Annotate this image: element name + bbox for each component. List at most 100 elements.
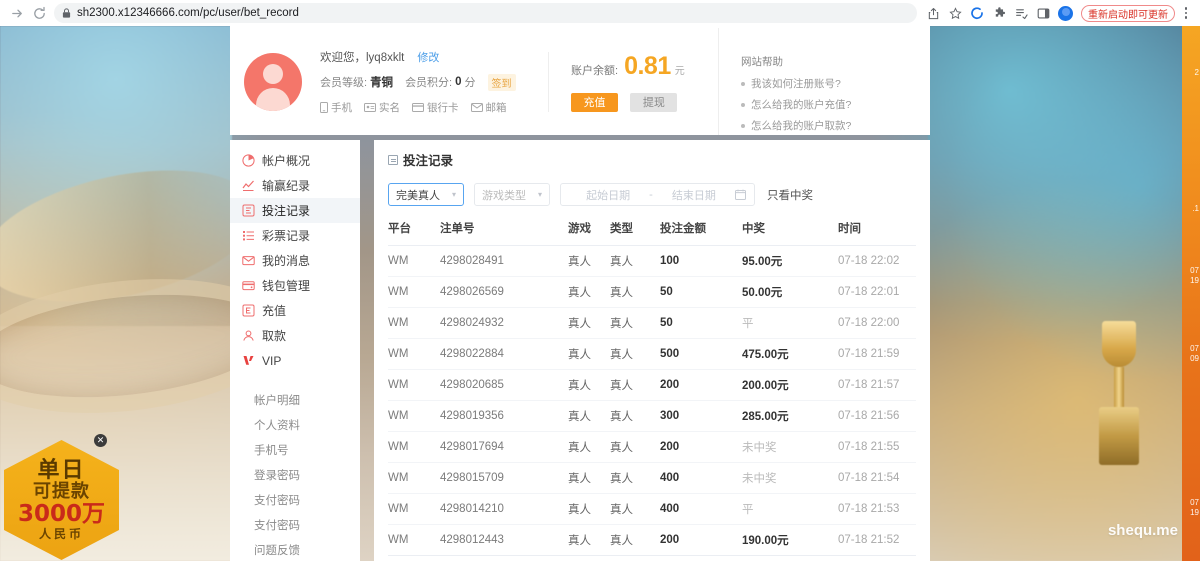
forward-arrow-icon[interactable] bbox=[6, 2, 28, 24]
td-win: 未中奖 bbox=[742, 431, 838, 463]
envelope-icon bbox=[242, 254, 259, 267]
help-block: 网站帮助 我该如何注册账号? 怎么给我的账户充值? 怎么给我的账户取款? bbox=[718, 28, 912, 135]
signin-button[interactable]: 签到 bbox=[487, 73, 516, 91]
td-platform: WM bbox=[388, 338, 440, 370]
panel-title-icon bbox=[388, 154, 398, 165]
help-item-0[interactable]: 我该如何注册账号? bbox=[741, 76, 912, 91]
verify-realname[interactable]: 实名 bbox=[364, 100, 400, 115]
sidebar-sub-item-pay-password-2[interactable]: 支付密码 bbox=[254, 519, 300, 532]
sidebar-sub-item-phone-number[interactable]: 手机号 bbox=[254, 444, 289, 457]
withdraw-button[interactable]: 提现 bbox=[630, 92, 678, 112]
sidebar-sub-item-account-detail[interactable]: 帐户明细 bbox=[254, 394, 300, 407]
restart-to-update-button[interactable]: 重新启动即可更新 bbox=[1081, 4, 1175, 22]
start-date-input[interactable]: 起始日期 bbox=[586, 189, 631, 202]
trend-chart-icon bbox=[242, 179, 259, 192]
points-value: 0 bbox=[455, 76, 462, 88]
avatar[interactable] bbox=[244, 52, 302, 111]
sidebar-item-deposit[interactable]: 充值 bbox=[230, 298, 360, 323]
list-icon bbox=[242, 229, 259, 242]
reading-list-icon[interactable] bbox=[1011, 3, 1031, 23]
profile-card: 欢迎您，lyq8xklt 修改 会员等级: 青铜 会员积分: 0 分 签到 手机 bbox=[230, 28, 930, 135]
wallet-icon bbox=[242, 279, 259, 292]
td-win: 285.00元 bbox=[742, 400, 838, 432]
td-win: 200.00元 bbox=[742, 369, 838, 401]
profile-avatar-icon[interactable] bbox=[1058, 5, 1073, 21]
sidebar-item-label: VIP bbox=[262, 353, 282, 368]
side-panel-icon[interactable] bbox=[1033, 3, 1053, 23]
help-item-2[interactable]: 怎么给我的账户取款? bbox=[741, 118, 912, 133]
platform-select[interactable]: 完美真人 ▾ bbox=[388, 183, 464, 206]
table-row: WM 4298017694 真人 真人 200 未中奖 07-18 21:55 bbox=[388, 431, 916, 463]
chevron-down-icon: ▾ bbox=[451, 190, 456, 199]
td-game: 真人 bbox=[568, 400, 610, 432]
edit-profile-link[interactable]: 修改 bbox=[417, 51, 440, 64]
sidebar-item-withdraw[interactable]: 取款 bbox=[230, 323, 360, 348]
game-type-select[interactable]: 游戏类型 ▾ bbox=[474, 183, 550, 206]
promo-line-4: 人民币 bbox=[38, 527, 84, 541]
td-win: 平 bbox=[742, 307, 838, 339]
strip-label-1: .1 bbox=[1192, 204, 1199, 213]
td-bet-id: 4298012443 bbox=[440, 524, 568, 556]
help-item-2-label: 怎么给我的账户取款? bbox=[751, 120, 852, 132]
sidebar-item-wallet-management[interactable]: 钱包管理 bbox=[230, 273, 360, 298]
sidebar-item-vip[interactable]: VIP bbox=[230, 348, 360, 373]
star-icon[interactable] bbox=[945, 3, 965, 23]
sidebar-item-my-messages[interactable]: 我的消息 bbox=[230, 248, 360, 273]
sidebar-sub-item-feedback[interactable]: 问题反馈 bbox=[254, 544, 300, 557]
sidebar-item-label: 钱包管理 bbox=[262, 279, 311, 293]
url-text: sh2300.x12346666.com/pc/user/bet_record bbox=[77, 7, 299, 19]
td-win: 475.00元 bbox=[742, 338, 838, 370]
help-title: 网站帮助 bbox=[741, 56, 783, 68]
verification-row: 手机 实名 银行卡 邮 bbox=[320, 100, 530, 115]
promo-hexagon[interactable]: 单日 可提款 3000万 人民币 bbox=[4, 440, 119, 560]
bullet-icon bbox=[741, 123, 745, 128]
sidebar-item-account-overview[interactable]: 帐户概况 bbox=[230, 148, 360, 173]
td-bet-id: 4298014210 bbox=[440, 493, 568, 525]
end-date-input[interactable]: 结束日期 bbox=[671, 189, 716, 202]
help-item-1[interactable]: 怎么给我的账户充值? bbox=[741, 97, 912, 112]
date-range-picker[interactable]: 起始日期 - 结束日期 bbox=[560, 183, 755, 206]
promo-close-icon[interactable]: ✕ bbox=[94, 434, 107, 447]
td-type: 真人 bbox=[610, 462, 660, 494]
puzzle-icon[interactable] bbox=[989, 3, 1009, 23]
td-win: 平 bbox=[742, 493, 838, 525]
th-platform: 平台 bbox=[388, 216, 440, 246]
td-type: 真人 bbox=[610, 307, 660, 339]
sidebar-sub-item-pay-password-1[interactable]: 支付密码 bbox=[254, 494, 300, 507]
deposit-button[interactable]: 充值 bbox=[571, 92, 618, 112]
id-card-icon bbox=[364, 102, 376, 112]
td-bet-id: 4298024932 bbox=[440, 307, 568, 339]
sync-icon[interactable] bbox=[967, 3, 987, 23]
level-label: 会员等级: bbox=[320, 77, 368, 89]
td-platform: WM bbox=[388, 369, 440, 401]
bullet-icon bbox=[741, 81, 745, 86]
table-row: WM 4298019356 真人 真人 300 285.00元 07-18 21:56 bbox=[388, 400, 916, 432]
balance-block: 账户余额: 0.81 元 充值 提现 bbox=[548, 51, 718, 112]
td-time: 07-18 21:57 bbox=[838, 369, 916, 401]
verify-bankcard[interactable]: 银行卡 bbox=[412, 100, 459, 115]
table-row: WM 4298026569 真人 真人 50 50.00元 07-18 22:01 bbox=[388, 276, 916, 308]
sidebar-item-bet-record[interactable]: 投注记录 bbox=[230, 198, 360, 223]
sidebar-item-win-loss-record[interactable]: 输赢纪录 bbox=[230, 173, 360, 198]
td-bet-id: 4298020685 bbox=[440, 369, 568, 401]
bet-record-table: 平台 注单号 游戏 类型 投注金额 中奖 时间 WM 4298028491 真人 真人… bbox=[388, 216, 916, 556]
reload-icon[interactable] bbox=[28, 2, 50, 24]
kebab-menu-icon[interactable] bbox=[1178, 3, 1194, 23]
share-icon[interactable] bbox=[923, 3, 943, 23]
sidebar-item-lottery-record[interactable]: 彩票记录 bbox=[230, 223, 360, 248]
promo-banner[interactable]: ✕ 单日 可提款 3000万 人民币 bbox=[4, 434, 119, 560]
verify-phone[interactable]: 手机 bbox=[320, 100, 352, 115]
sidebar-sub-item-login-password[interactable]: 登录密码 bbox=[254, 469, 300, 482]
address-bar[interactable]: sh2300.x12346666.com/pc/user/bet_record bbox=[54, 3, 917, 23]
td-time: 07-18 22:01 bbox=[838, 276, 916, 308]
sidebar-sub-items: 帐户明细 个人资料 手机号 登录密码 支付密码 支付密码 问题反馈 bbox=[230, 387, 360, 561]
sidebar-sub-item-personal-info[interactable]: 个人资料 bbox=[254, 419, 300, 432]
td-amount: 200 bbox=[660, 524, 742, 556]
sidebar-item-label: 投注记录 bbox=[262, 204, 311, 218]
td-game: 真人 bbox=[568, 524, 610, 556]
win-only-filter[interactable]: 只看中奖 bbox=[767, 189, 813, 202]
promo-line-3: 3000万 bbox=[17, 500, 105, 527]
td-platform: WM bbox=[388, 400, 440, 432]
promo-line-1: 单日 bbox=[37, 457, 86, 483]
verify-email[interactable]: 邮箱 bbox=[470, 100, 507, 115]
